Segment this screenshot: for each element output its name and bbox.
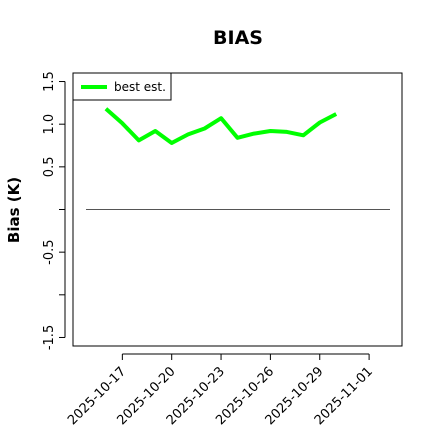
legend-box [72, 72, 172, 101]
chart-title: BIAS [213, 27, 263, 49]
plot-frame [72, 72, 403, 347]
y-tick-label: 0.5 [42, 157, 57, 178]
y-axis-label: Bias (K) [5, 177, 23, 243]
y-tick-label: -0.5 [42, 239, 57, 264]
y-tick-label: -1.5 [42, 325, 57, 350]
legend-label: best est. [114, 80, 166, 94]
data-line [104, 107, 338, 145]
y-tick-label: 1.5 [42, 71, 57, 92]
y-tick-label: 1.0 [42, 114, 57, 135]
